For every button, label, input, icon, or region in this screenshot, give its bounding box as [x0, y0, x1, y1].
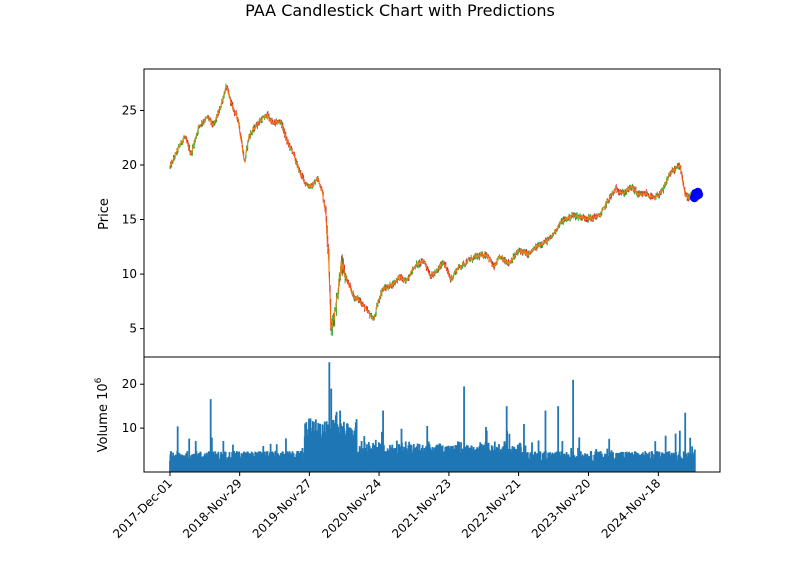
x-tick-label: 2023-Nov-20	[529, 476, 594, 541]
chart-title: PAA Candlestick Chart with Predictions	[245, 1, 555, 20]
volume-bar	[689, 437, 692, 472]
volume-bar	[382, 410, 384, 472]
volume-ylabel: Volume 106	[94, 377, 111, 452]
volume-bar	[684, 412, 687, 472]
price-y-axis: 5 10 15 20 25	[122, 103, 144, 336]
x-tick-label: 2022-Nov-21	[459, 476, 524, 541]
prediction-point	[694, 189, 704, 199]
volume-frame	[143, 356, 721, 473]
candles	[169, 83, 696, 336]
x-tick-label: 2017-Dec-01	[110, 476, 175, 541]
x-axis: 2017-Dec-01 2018-Nov-29 2019-Nov-27 2020-No…	[110, 472, 663, 541]
x-tick-label: 2020-Nov-24	[319, 476, 384, 541]
volume-ylabel-text: Volume	[96, 404, 111, 452]
volume-bar	[463, 386, 465, 472]
volume-scale-base: 10	[96, 383, 111, 400]
price-tick-label: 5	[129, 322, 137, 336]
price-tick-label: 10	[122, 267, 137, 281]
close-line	[169, 85, 695, 330]
x-tick-label: 2024-Nov-18	[599, 476, 664, 541]
volume-bar	[355, 419, 358, 472]
x-tick-label: 2018-Nov-29	[180, 476, 245, 541]
volume-scale-exp: 6	[94, 377, 104, 383]
volume-bar	[678, 430, 681, 472]
volume-bar	[578, 437, 581, 472]
price-tick-label: 20	[122, 158, 137, 172]
volume-bar	[572, 379, 575, 472]
volume-tick-label: 20	[122, 377, 137, 391]
price-ylabel: Price	[97, 198, 112, 230]
volume-tick-label: 10	[122, 421, 137, 435]
volume-bar	[544, 410, 547, 472]
price-frame	[143, 68, 721, 358]
volume-bar	[693, 449, 696, 472]
volume-bar	[301, 447, 304, 472]
volume-bar	[664, 435, 667, 472]
x-tick-label: 2019-Nov-27	[250, 476, 315, 541]
x-tick-label: 2021-Nov-23	[389, 476, 454, 541]
volume-bar	[188, 438, 191, 472]
price-panel	[169, 83, 704, 336]
volume-bars	[169, 362, 696, 472]
price-tick-label: 25	[122, 103, 137, 117]
volume-bar	[232, 444, 234, 472]
volume-bar	[209, 399, 212, 472]
volume-bar	[658, 451, 661, 472]
volume-bar	[176, 426, 179, 472]
volume-bar	[523, 424, 525, 472]
volume-panel	[169, 362, 696, 472]
volume-bar	[328, 362, 331, 472]
price-tick-label: 15	[122, 213, 137, 227]
volume-y-axis: 10 20	[122, 377, 144, 435]
volume-bar	[557, 406, 560, 472]
